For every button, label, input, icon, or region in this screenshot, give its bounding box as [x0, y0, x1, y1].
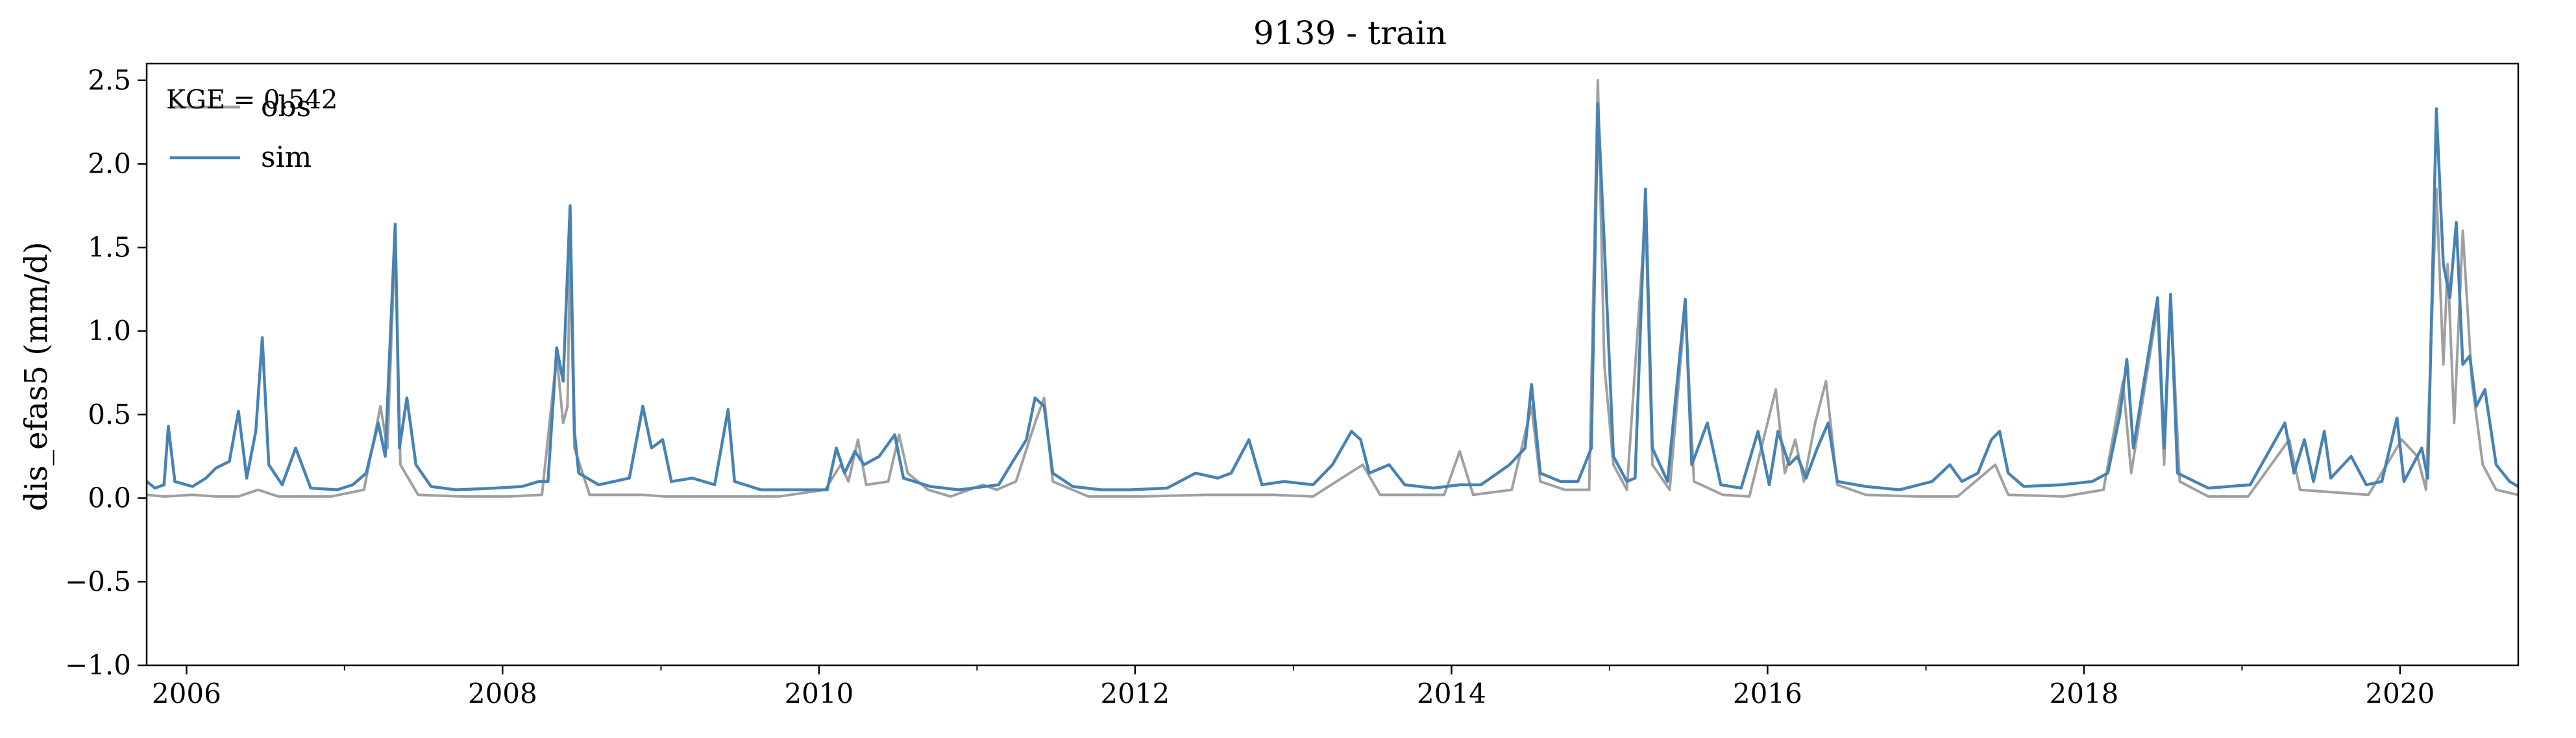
y-tick-label: 1.0	[88, 315, 131, 347]
chart-title: 9139 - train	[1253, 14, 1447, 52]
legend-label-obs: obs	[261, 90, 311, 123]
x-tick-label: 2018	[2050, 678, 2119, 709]
x-tick-label: 2014	[1417, 678, 1486, 709]
y-tick-label: 2.0	[88, 148, 131, 180]
x-tick-label: 2016	[1733, 678, 1802, 709]
plot-area: −1.0 −0.5 0.0 0.5 1.0 1.5 2.0 2.5 2006 2008 2010 20…	[65, 62, 2520, 709]
y-tick-label: 0.5	[88, 399, 131, 430]
x-tick-label: 2006	[152, 678, 221, 709]
x-tick-label: 2008	[468, 678, 537, 709]
legend-label-sim: sim	[261, 141, 312, 174]
kge-annotation: KGE = 0.542	[166, 85, 338, 115]
x-tick-label: 2010	[784, 678, 853, 709]
x-tick-label: 2020	[2365, 678, 2435, 709]
y-tick-label: −1.0	[65, 649, 131, 681]
plot-frame	[145, 62, 2520, 667]
y-tick-label: 2.5	[88, 64, 131, 96]
legend: obs sim	[170, 90, 312, 174]
y-tick-label: −0.5	[65, 565, 131, 597]
series-line-sim	[147, 102, 2518, 491]
x-tick-label: 2012	[1100, 678, 1170, 709]
y-axis-label: dis_efas5 (mm/d)	[18, 241, 55, 511]
y-tick-label: 0.0	[88, 482, 131, 514]
y-tick-label: 1.5	[88, 231, 131, 263]
